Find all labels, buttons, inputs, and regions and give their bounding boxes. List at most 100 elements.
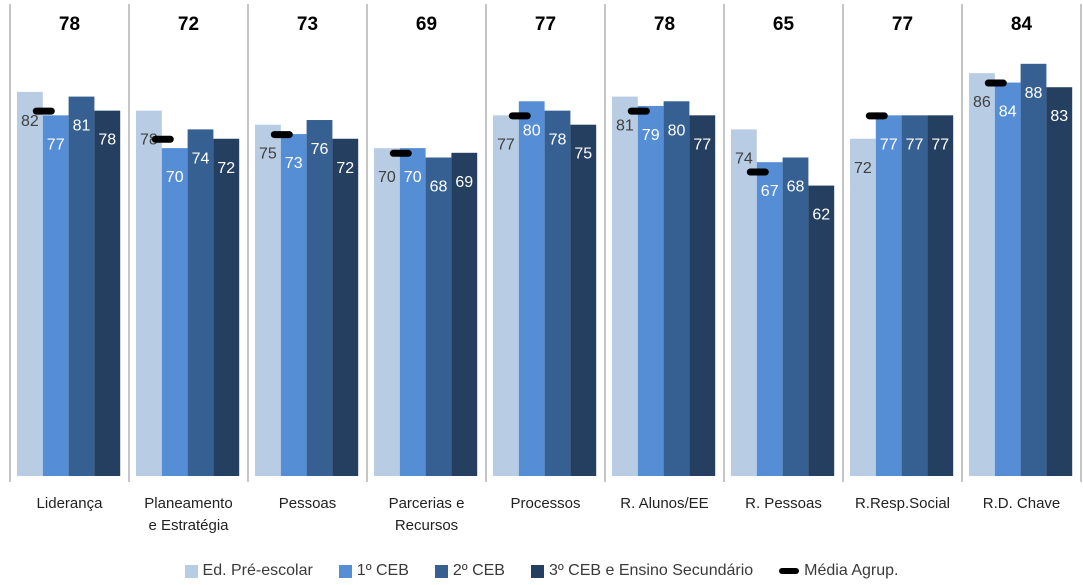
bar — [927, 115, 954, 476]
category-label: R. Pessoas — [745, 495, 822, 512]
category-label: Liderança — [37, 495, 104, 512]
average-marker — [865, 112, 888, 120]
data-label: 78 — [549, 132, 567, 149]
average-value-label: 78 — [59, 14, 80, 35]
bar — [612, 96, 638, 476]
bar — [161, 148, 188, 476]
bar — [663, 101, 690, 476]
data-label: 88 — [1025, 85, 1043, 102]
bar — [689, 115, 716, 476]
legend-swatch-1-ceb — [338, 564, 352, 578]
average-value-label: 65 — [773, 14, 795, 35]
average-marker — [508, 112, 531, 120]
category-label: Recursos — [395, 517, 458, 534]
category-label: Processos — [510, 495, 580, 512]
average-marker — [270, 131, 293, 139]
data-label: 77 — [931, 136, 949, 153]
data-label: 81 — [73, 118, 91, 135]
data-label: 81 — [616, 118, 634, 135]
data-label: 68 — [430, 178, 448, 195]
category-label: Planeamento — [144, 495, 232, 512]
data-label: 72 — [217, 160, 235, 177]
bar — [255, 124, 281, 476]
data-label: 76 — [311, 141, 329, 158]
data-label: 70 — [404, 169, 422, 186]
data-label: 82 — [21, 113, 39, 130]
bar — [42, 115, 69, 476]
data-label: 73 — [285, 155, 303, 172]
bar — [756, 162, 783, 476]
data-label: 84 — [999, 104, 1017, 121]
bar — [280, 134, 307, 476]
bar — [875, 115, 902, 476]
data-label: 79 — [642, 127, 660, 144]
data-label: 70 — [166, 169, 184, 186]
average-value-label: 72 — [178, 14, 199, 35]
legend-swatch-2-ceb — [434, 564, 448, 578]
bar — [187, 129, 214, 476]
bar — [994, 82, 1021, 476]
bar — [1020, 63, 1047, 477]
average-marker — [389, 149, 412, 157]
data-label: 77 — [47, 136, 65, 153]
bar — [570, 124, 597, 476]
legend: Ed. Pré-escolar 1º CEB 2º CEB 3º CEB e E… — [0, 559, 1083, 583]
data-label: 77 — [880, 136, 898, 153]
bar — [969, 73, 995, 477]
data-label: 77 — [693, 136, 711, 153]
bar — [306, 120, 333, 477]
bar — [637, 105, 664, 477]
bar — [782, 157, 809, 476]
data-label: 62 — [812, 207, 830, 224]
average-marker — [984, 79, 1007, 87]
legend-item-3-ceb: 3º CEB e Ensino Secundário — [530, 562, 753, 580]
bar — [808, 185, 835, 477]
bar — [374, 148, 400, 476]
bar — [901, 115, 928, 476]
average-value-label: 69 — [416, 14, 437, 35]
bar — [425, 157, 452, 476]
data-label: 69 — [455, 174, 473, 191]
bar — [518, 101, 545, 476]
data-label: 72 — [854, 160, 872, 177]
bar — [213, 138, 240, 476]
legend-label-2-ceb: 2º CEB — [452, 562, 505, 579]
bar — [544, 110, 571, 476]
category-label: e Estratégia — [148, 517, 229, 534]
bar — [399, 148, 426, 476]
average-value-label: 73 — [297, 14, 318, 35]
bar — [493, 115, 519, 476]
data-label: 75 — [574, 146, 592, 163]
data-label: 72 — [336, 160, 354, 177]
category-label: Pessoas — [279, 495, 337, 512]
legend-label-pre-escolar: Ed. Pré-escolar — [202, 562, 313, 579]
average-value-label: 77 — [535, 14, 556, 35]
legend-item-1-ceb: 1º CEB — [338, 562, 409, 580]
data-label: 78 — [140, 132, 158, 149]
data-label: 74 — [735, 150, 753, 167]
data-label: 83 — [1050, 108, 1068, 125]
bar — [94, 110, 121, 476]
bar — [731, 129, 757, 476]
category-label: R.Resp.Social — [855, 495, 950, 512]
legend-item-media: Média Agrup. — [779, 562, 898, 580]
legend-marker-media — [779, 568, 800, 574]
category-label: R.D. Chave — [983, 495, 1061, 512]
data-label: 77 — [497, 136, 515, 153]
average-marker — [627, 107, 650, 115]
legend-swatch-3-ceb — [530, 564, 544, 578]
category-label: R. Alunos/EE — [620, 495, 708, 512]
data-label: 78 — [98, 132, 116, 149]
average-marker — [151, 135, 174, 143]
bar — [850, 138, 876, 476]
legend-label-1-ceb: 1º CEB — [356, 562, 409, 579]
bar — [136, 110, 162, 476]
average-marker — [32, 107, 55, 115]
bar — [451, 152, 478, 476]
category-label: Parcerias e — [389, 495, 465, 512]
data-label: 70 — [378, 169, 396, 186]
legend-item-pre-escolar: Ed. Pré-escolar — [184, 562, 313, 580]
data-label: 77 — [906, 136, 924, 153]
average-value-label: 78 — [654, 14, 675, 35]
